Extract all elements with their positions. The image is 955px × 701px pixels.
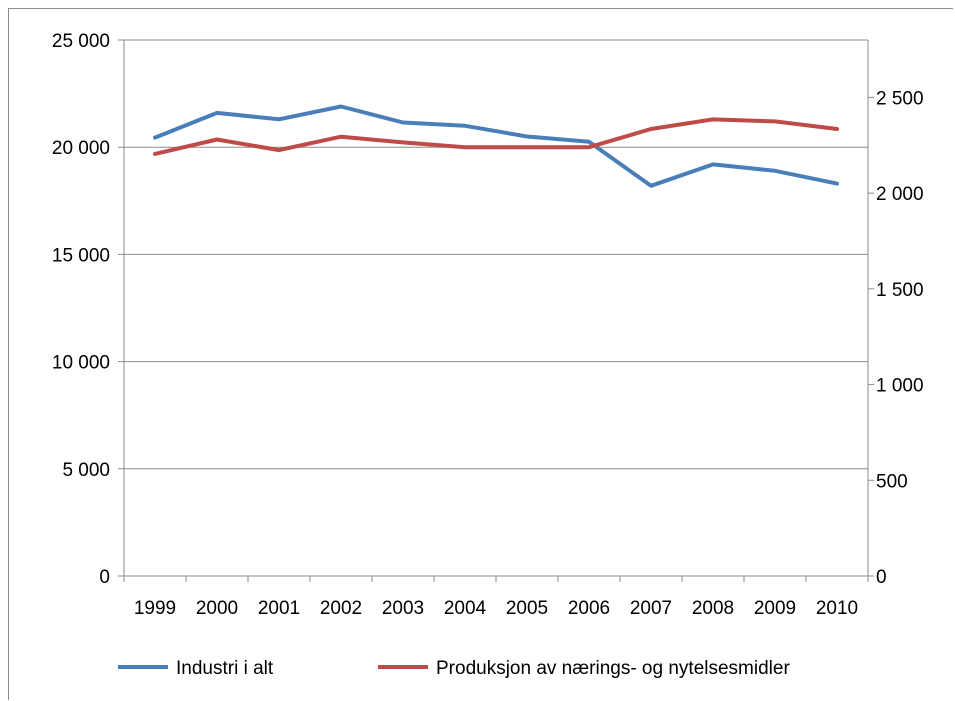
x-tick-label: 2000 bbox=[196, 598, 238, 619]
x-tick-label: 2007 bbox=[630, 598, 672, 619]
axes: 0 5 000 10 000 15 000 20 000 25 000 0 500 1 000 1… bbox=[52, 31, 924, 619]
gridlines bbox=[124, 39, 868, 470]
x-tick-label: 2004 bbox=[444, 598, 487, 619]
legend-label-1: Industri i alt bbox=[176, 658, 274, 679]
series-line-1 bbox=[153, 104, 839, 188]
legend-label-2: Produksjon av nærings- og nytelsesmidler bbox=[436, 658, 790, 679]
right-tick-label: 0 bbox=[876, 567, 887, 588]
x-tick-label: 2006 bbox=[568, 598, 610, 619]
right-tick-label: 1 500 bbox=[876, 280, 924, 301]
x-tick-label: 2005 bbox=[506, 598, 548, 619]
right-tick-label: 2 500 bbox=[876, 88, 924, 109]
x-tick-label: 2008 bbox=[692, 598, 734, 619]
x-tick-label: 2010 bbox=[816, 598, 858, 619]
left-tick-label: 10 000 bbox=[52, 353, 110, 374]
right-tick-label: 2 000 bbox=[876, 184, 924, 205]
left-tick-label: 0 bbox=[99, 567, 110, 588]
x-tick-label: 2002 bbox=[320, 598, 362, 619]
legend: Industri i alt Produksjon av nærings- og … bbox=[118, 658, 790, 679]
series-lines bbox=[153, 104, 839, 188]
x-tick-label: 2001 bbox=[258, 598, 300, 619]
left-tick-label: 5 000 bbox=[62, 460, 110, 481]
x-tick-label: 2009 bbox=[754, 598, 796, 619]
right-tick-label: 1 000 bbox=[876, 376, 924, 397]
series-line-2 bbox=[153, 117, 839, 156]
x-tick-label: 2003 bbox=[382, 598, 424, 619]
x-tick-label: 1999 bbox=[134, 598, 176, 619]
left-tick-label: 25 000 bbox=[52, 31, 110, 52]
left-tick-label: 20 000 bbox=[52, 138, 110, 159]
right-tick-label: 500 bbox=[876, 471, 908, 492]
left-tick-label: 15 000 bbox=[52, 245, 110, 266]
